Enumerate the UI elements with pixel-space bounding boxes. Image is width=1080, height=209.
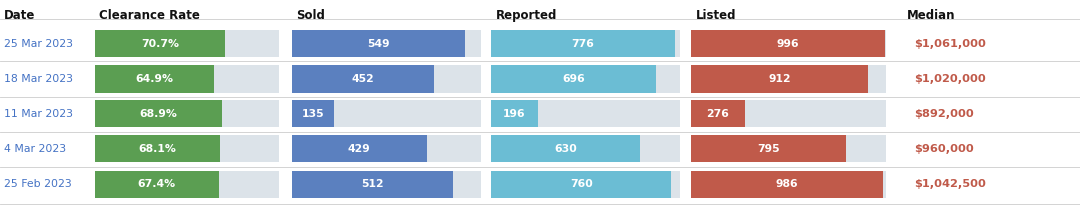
FancyBboxPatch shape xyxy=(292,171,481,198)
Text: Median: Median xyxy=(907,9,956,22)
FancyBboxPatch shape xyxy=(691,100,745,127)
Text: Date: Date xyxy=(4,9,36,22)
Text: $1,042,500: $1,042,500 xyxy=(914,179,986,189)
Text: 68.1%: 68.1% xyxy=(138,144,176,154)
Text: Sold: Sold xyxy=(296,9,325,22)
Text: 429: 429 xyxy=(348,144,370,154)
FancyBboxPatch shape xyxy=(691,65,868,93)
Text: 760: 760 xyxy=(570,179,593,189)
FancyBboxPatch shape xyxy=(292,135,427,162)
FancyBboxPatch shape xyxy=(95,30,225,57)
FancyBboxPatch shape xyxy=(491,100,538,127)
Text: 776: 776 xyxy=(571,39,594,49)
Text: 68.9%: 68.9% xyxy=(139,109,177,119)
FancyBboxPatch shape xyxy=(491,171,671,198)
FancyBboxPatch shape xyxy=(95,30,279,57)
Text: 912: 912 xyxy=(769,74,792,84)
FancyBboxPatch shape xyxy=(292,171,453,198)
Text: 512: 512 xyxy=(361,179,383,189)
FancyBboxPatch shape xyxy=(95,100,221,127)
FancyBboxPatch shape xyxy=(292,135,481,162)
Text: $1,020,000: $1,020,000 xyxy=(914,74,985,84)
Text: 67.4%: 67.4% xyxy=(138,179,176,189)
FancyBboxPatch shape xyxy=(292,65,434,93)
FancyBboxPatch shape xyxy=(491,100,680,127)
Text: 18 Mar 2023: 18 Mar 2023 xyxy=(4,74,73,84)
Text: 25 Feb 2023: 25 Feb 2023 xyxy=(4,179,72,189)
FancyBboxPatch shape xyxy=(292,30,464,57)
FancyBboxPatch shape xyxy=(95,65,214,93)
Text: $960,000: $960,000 xyxy=(914,144,973,154)
FancyBboxPatch shape xyxy=(691,171,886,198)
Text: 11 Mar 2023: 11 Mar 2023 xyxy=(4,109,73,119)
Text: 630: 630 xyxy=(554,144,577,154)
Text: 135: 135 xyxy=(301,109,324,119)
FancyBboxPatch shape xyxy=(691,30,885,57)
Text: 25 Mar 2023: 25 Mar 2023 xyxy=(4,39,73,49)
Text: 70.7%: 70.7% xyxy=(141,39,179,49)
FancyBboxPatch shape xyxy=(292,100,481,127)
FancyBboxPatch shape xyxy=(691,65,886,93)
FancyBboxPatch shape xyxy=(491,135,680,162)
Text: 696: 696 xyxy=(563,74,585,84)
FancyBboxPatch shape xyxy=(691,100,886,127)
FancyBboxPatch shape xyxy=(292,30,481,57)
FancyBboxPatch shape xyxy=(491,30,680,57)
FancyBboxPatch shape xyxy=(95,135,279,162)
FancyBboxPatch shape xyxy=(491,135,640,162)
Text: 276: 276 xyxy=(706,109,729,119)
Text: Reported: Reported xyxy=(496,9,557,22)
FancyBboxPatch shape xyxy=(691,135,886,162)
FancyBboxPatch shape xyxy=(691,135,846,162)
Text: $892,000: $892,000 xyxy=(914,109,973,119)
Text: 795: 795 xyxy=(757,144,780,154)
Text: 986: 986 xyxy=(775,179,798,189)
Text: 64.9%: 64.9% xyxy=(136,74,174,84)
FancyBboxPatch shape xyxy=(491,65,680,93)
FancyBboxPatch shape xyxy=(292,100,334,127)
Text: 196: 196 xyxy=(503,109,526,119)
FancyBboxPatch shape xyxy=(491,171,680,198)
Text: 996: 996 xyxy=(777,39,799,49)
FancyBboxPatch shape xyxy=(95,65,279,93)
FancyBboxPatch shape xyxy=(95,100,279,127)
Text: 452: 452 xyxy=(351,74,374,84)
Text: Clearance Rate: Clearance Rate xyxy=(99,9,200,22)
FancyBboxPatch shape xyxy=(292,65,481,93)
FancyBboxPatch shape xyxy=(491,65,656,93)
Text: 549: 549 xyxy=(367,39,390,49)
FancyBboxPatch shape xyxy=(691,171,882,198)
Text: Listed: Listed xyxy=(696,9,737,22)
FancyBboxPatch shape xyxy=(95,171,279,198)
FancyBboxPatch shape xyxy=(491,30,675,57)
FancyBboxPatch shape xyxy=(691,30,886,57)
FancyBboxPatch shape xyxy=(95,171,219,198)
FancyBboxPatch shape xyxy=(95,135,220,162)
Text: 4 Mar 2023: 4 Mar 2023 xyxy=(4,144,67,154)
Text: $1,061,000: $1,061,000 xyxy=(914,39,986,49)
